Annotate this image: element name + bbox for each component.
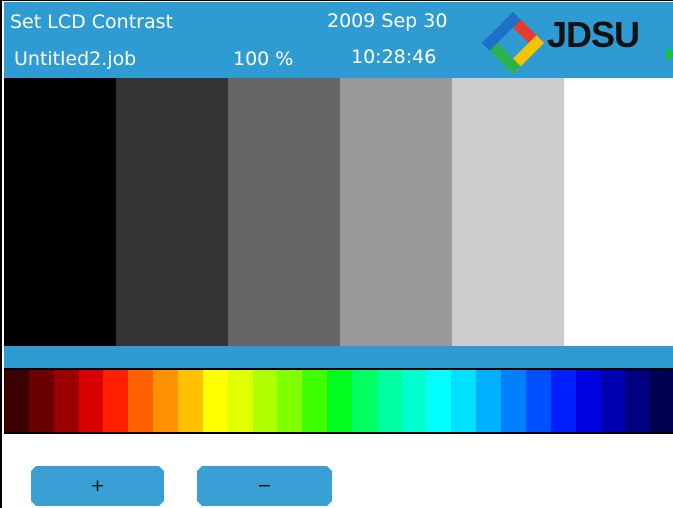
decrease-contrast-button[interactable]: −	[197, 466, 332, 506]
spectrum-cell-15	[352, 370, 377, 432]
date-display: 2009 Sep 30	[327, 10, 448, 32]
spectrum-cell-20	[476, 370, 502, 432]
spectrum-cell-3	[53, 370, 79, 432]
spectrum-cell-27	[650, 370, 673, 432]
gray-bar-3	[228, 78, 340, 346]
spectrum-cell-12	[277, 370, 303, 432]
spectrum-cell-14	[327, 370, 353, 432]
spectrum-cell-17	[401, 370, 427, 432]
increase-contrast-button[interactable]: +	[31, 466, 164, 506]
grayscale-test-pattern	[4, 78, 673, 346]
gray-bar-2	[116, 78, 228, 346]
battery-percent: 100 %	[233, 48, 294, 70]
spectrum-cell-5	[103, 370, 129, 432]
spectrum-cell-11	[252, 370, 278, 432]
job-filename: Untitled2.job	[14, 48, 137, 70]
spectrum-cell-21	[501, 370, 527, 432]
spectrum-cell-1	[4, 370, 29, 432]
page-title: Set LCD Contrast	[10, 11, 173, 33]
spectrum-cell-24	[575, 370, 601, 432]
spectrum-cell-2	[28, 370, 54, 432]
gray-bar-6	[564, 78, 673, 346]
play-arrow-icon	[666, 47, 673, 61]
spectrum-cell-7	[153, 370, 179, 432]
spectrum-cell-25	[600, 370, 626, 432]
spectrum-cell-22	[526, 370, 551, 432]
spectrum-cell-9	[202, 370, 228, 432]
gray-bar-5	[452, 78, 564, 346]
spectrum-cell-19	[451, 370, 477, 432]
spectrum-cell-8	[178, 370, 203, 432]
jdsu-logo-icon	[482, 12, 544, 74]
time-display: 10:28:46	[351, 46, 437, 68]
spectrum-cell-4	[78, 370, 104, 432]
spectrum-cell-13	[302, 370, 328, 432]
spectrum-cell-16	[376, 370, 402, 432]
gray-bar-4	[340, 78, 452, 346]
spectrum-cell-23	[550, 370, 576, 432]
spectrum-cell-6	[128, 370, 154, 432]
brand-logo-text: JDSU	[547, 14, 640, 55]
spectrum-cell-10	[227, 370, 253, 432]
header-bar: Set LCD Contrast Untitled2.job 100 % 200…	[4, 2, 673, 78]
spectrum-cell-18	[426, 370, 452, 432]
color-spectrum-test-pattern	[4, 368, 673, 434]
spectrum-cell-26	[625, 370, 651, 432]
gray-bar-1	[4, 78, 116, 346]
divider-strip	[4, 346, 673, 368]
